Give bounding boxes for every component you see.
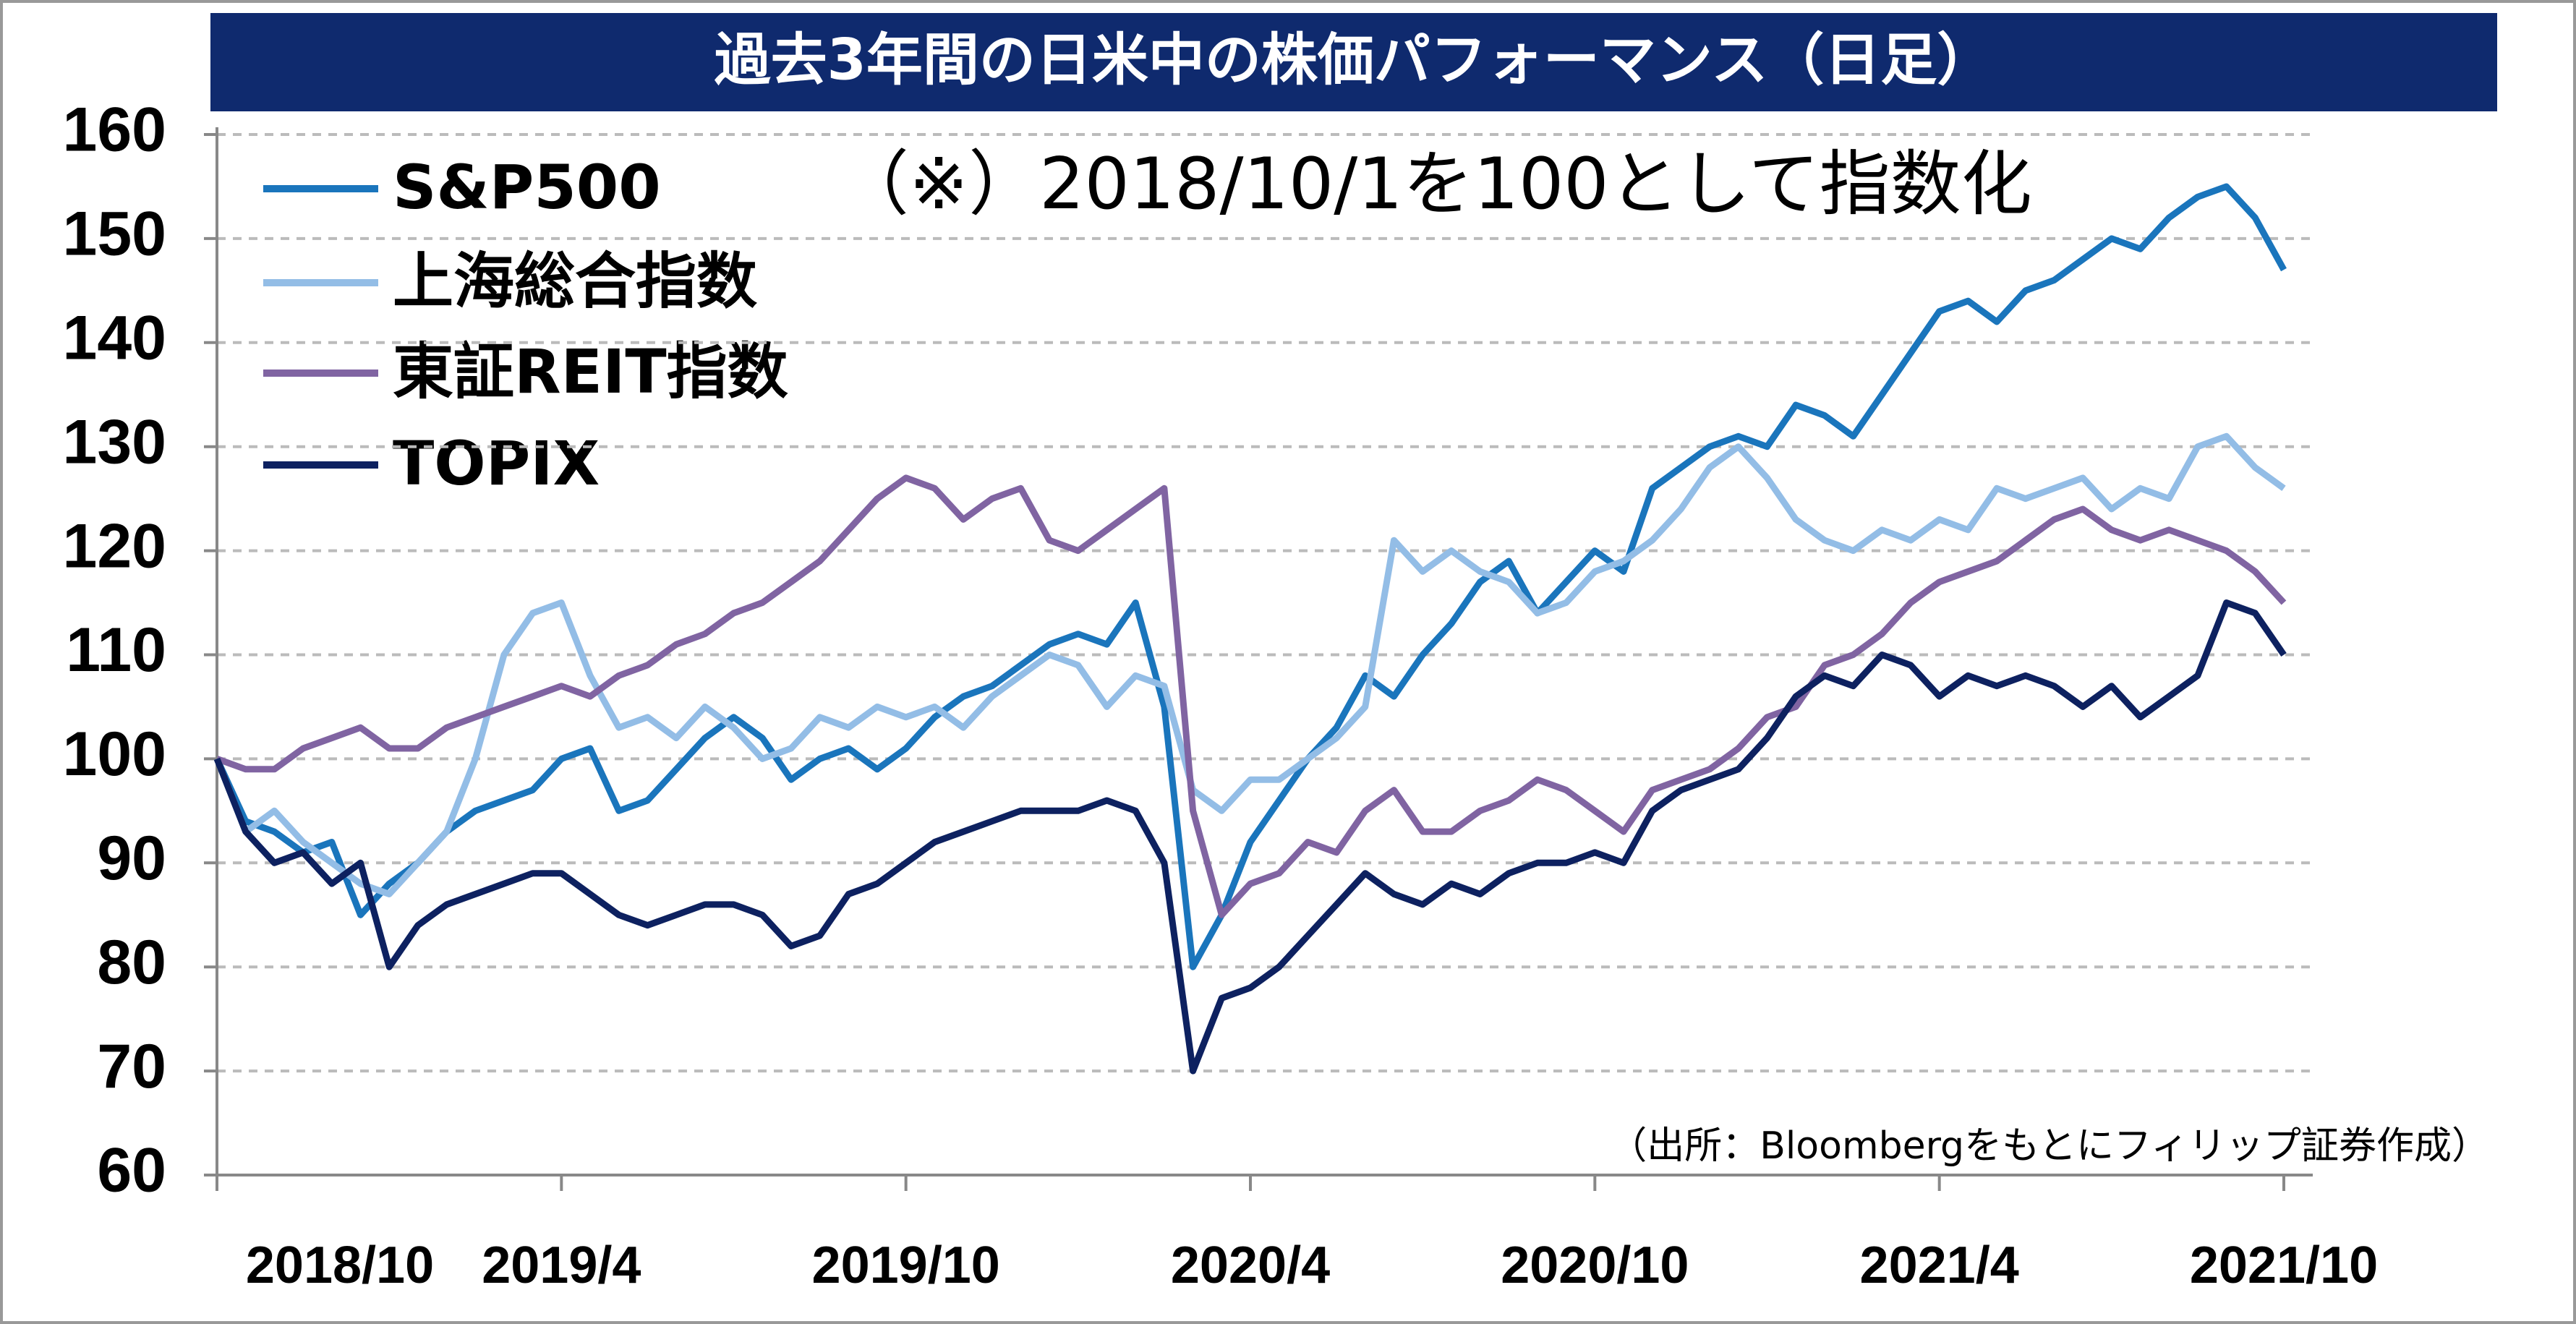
- y-tick-label: 120: [63, 511, 167, 581]
- y-tick-label: 160: [63, 95, 167, 165]
- source-note: （出所：Bloombergをもとにフィリップ証券作成）: [1609, 1124, 2489, 1168]
- y-tick-label: 70: [97, 1032, 166, 1101]
- legend-label: S&P500: [393, 152, 661, 223]
- y-tick-label: 140: [63, 304, 167, 373]
- x-tick-label: 2021/10: [2190, 1237, 2378, 1294]
- annotation: （※）2018/10/1を100として指数化: [838, 143, 2032, 226]
- x-tick-label: 2019/10: [812, 1237, 1000, 1294]
- x-tick-label: 2021/4: [1860, 1237, 2019, 1294]
- x-tick-label: 2019/4: [482, 1237, 641, 1294]
- title-bar: [210, 13, 2497, 111]
- x-tick-label: 2018/10: [246, 1237, 434, 1294]
- y-tick-label: 100: [63, 719, 167, 789]
- x-tick-label: 2020/10: [1501, 1237, 1689, 1294]
- y-tick-label: 110: [66, 615, 166, 685]
- series-line: [213, 599, 2287, 1075]
- legend-label: 東証REIT指数: [393, 336, 788, 407]
- x-tick-label: 2020/4: [1171, 1237, 1330, 1294]
- series-line: [213, 432, 2286, 897]
- legend-label: TOPIX: [393, 428, 600, 499]
- y-tick-label: 90: [97, 824, 166, 893]
- y-tick-label: 150: [63, 200, 167, 269]
- legend-label: 上海総合指数: [393, 246, 757, 317]
- chart-title: 過去3年間の日米中の株価パフォーマンス（日足）: [715, 27, 1994, 93]
- series-line: [216, 474, 2287, 918]
- y-tick-label: 130: [63, 407, 167, 477]
- y-tick-label: 60: [97, 1136, 166, 1205]
- series-line: [213, 183, 2287, 970]
- y-tick-label: 80: [97, 928, 166, 997]
